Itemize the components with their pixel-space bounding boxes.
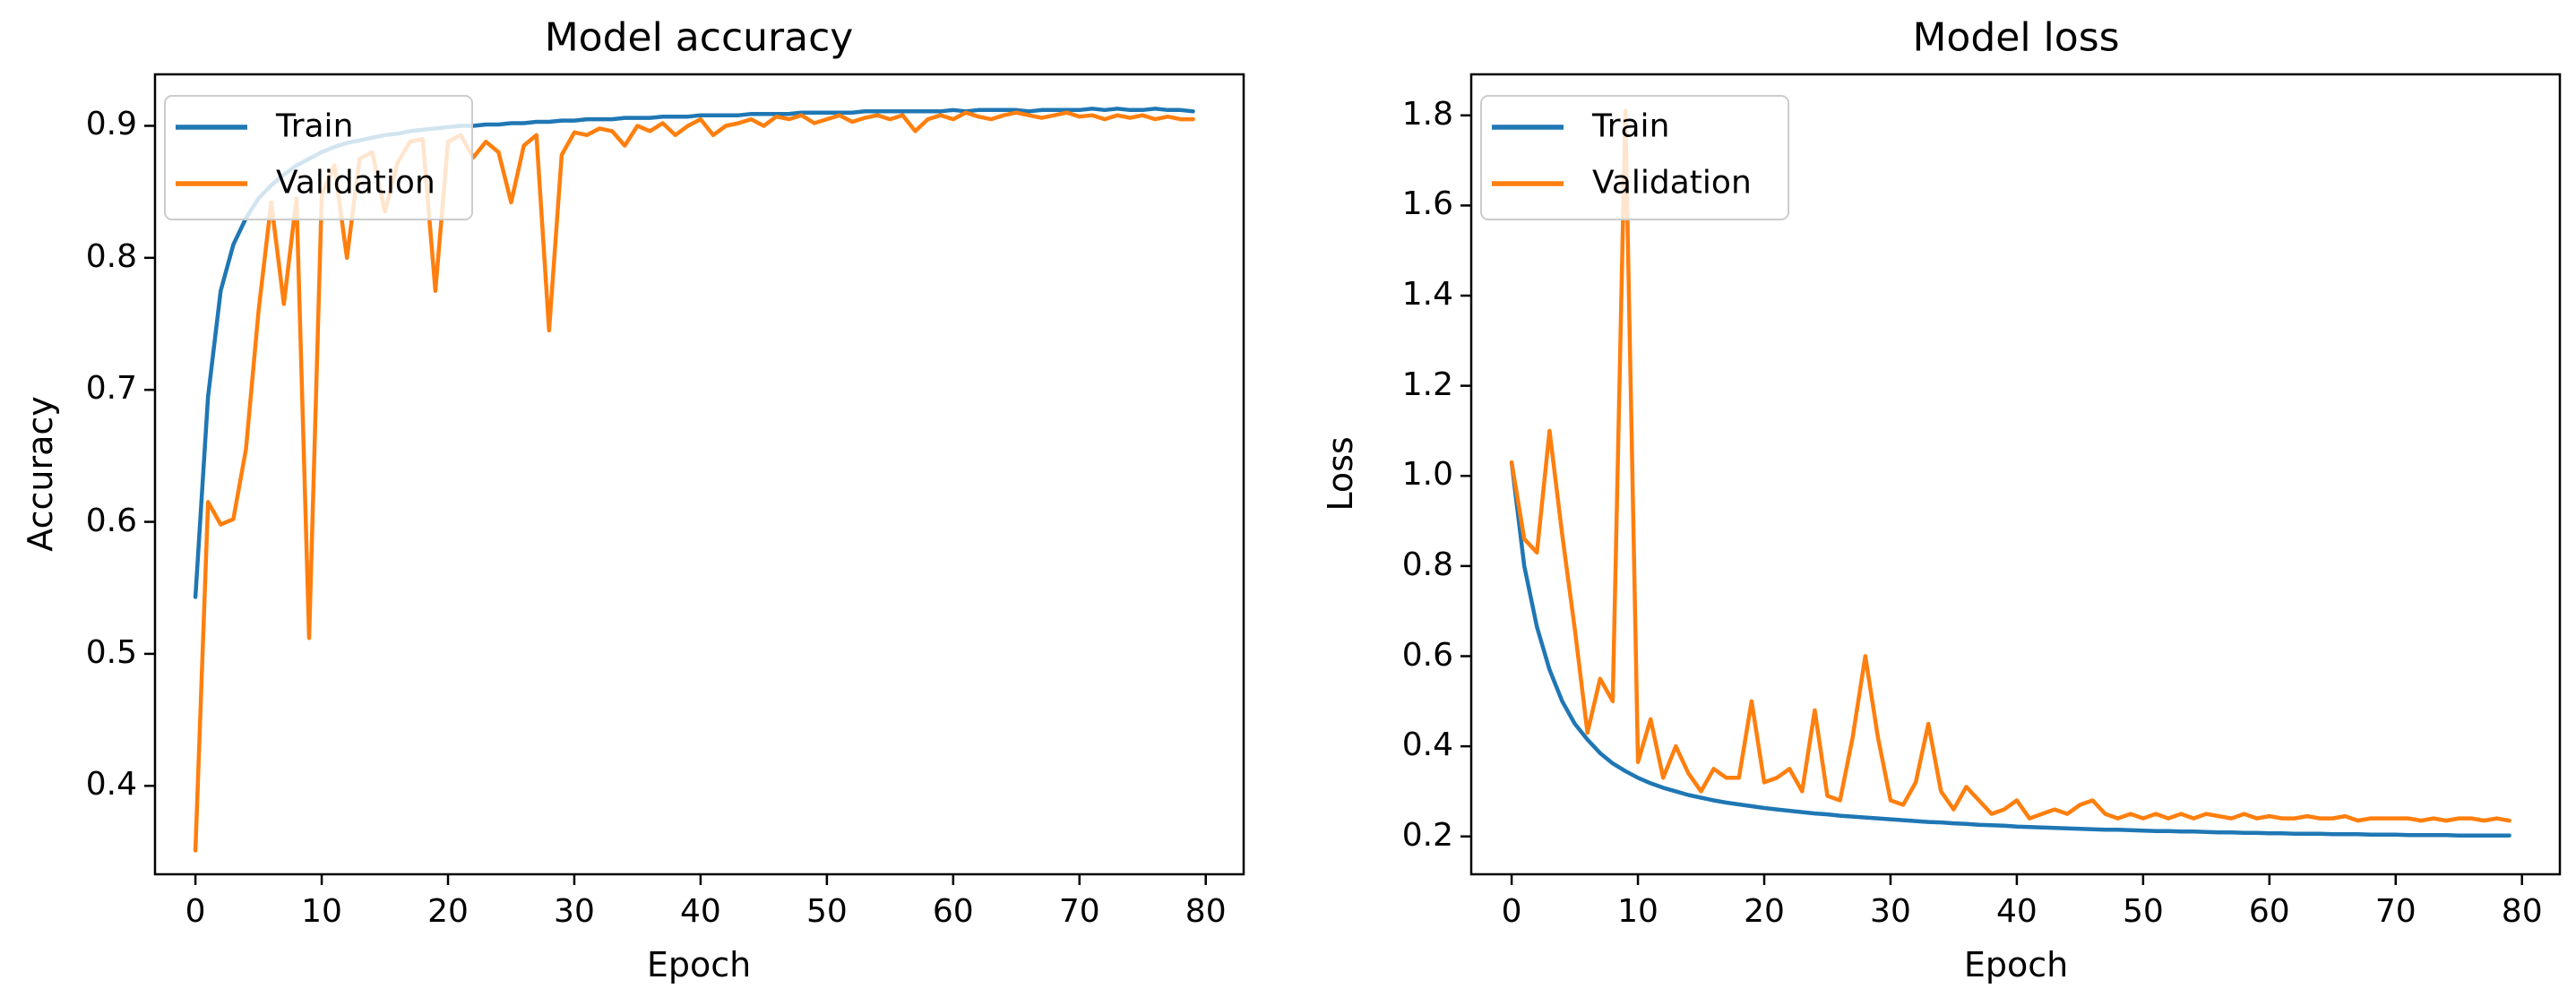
y-tick-label: 1.0	[1401, 456, 1453, 494]
x-tick-label: 20	[1744, 893, 1785, 930]
y-tick-label: 1.6	[1401, 185, 1453, 223]
accuracy-legend-train-label: Train	[276, 107, 354, 145]
x-tick-label: 70	[2374, 893, 2417, 930]
x-tick-label: 30	[554, 893, 595, 930]
axes-spines	[153, 73, 1245, 876]
x-tick-label: 20	[427, 893, 469, 930]
loss-legend-train-label: Train	[1592, 107, 1670, 145]
y-tick-label: 0.4	[85, 766, 137, 804]
validation-line	[1509, 108, 2511, 823]
validation-line	[193, 110, 1195, 853]
x-tick-label: 10	[1617, 893, 1658, 930]
y-tick-label: 1.8	[1401, 95, 1453, 133]
x-tick-label: 50	[2122, 893, 2164, 930]
loss-yaxis-label: Loss	[1321, 436, 1360, 511]
x-tick-label: 80	[1185, 893, 1227, 930]
x-tick-label: 0	[1501, 893, 1522, 930]
loss-chart-title: Model loss	[1912, 14, 2120, 61]
x-tick-label: 40	[680, 893, 721, 930]
y-tick-label: 0.8	[1401, 546, 1453, 583]
y-tick-label: 0.6	[85, 502, 137, 539]
y-tick-label: 0.4	[1401, 726, 1453, 763]
accuracy-legend-validation-label: Validation	[276, 164, 435, 202]
y-tick-label: 0.9	[85, 106, 137, 143]
x-tick-label: 50	[806, 893, 848, 930]
x-tick-label: 60	[2248, 893, 2290, 930]
y-tick-label: 0.2	[1401, 816, 1453, 854]
x-tick-label: 0	[185, 893, 206, 930]
y-tick-label: 0.7	[85, 370, 137, 408]
accuracy-chart-title: Model accuracy	[544, 14, 854, 61]
loss-legend-validation-label: Validation	[1592, 164, 1752, 202]
x-tick-label: 60	[932, 893, 974, 930]
accuracy-xaxis-label: Epoch	[646, 945, 752, 984]
y-tick-label: 0.5	[85, 633, 137, 671]
x-tick-label: 30	[1870, 893, 1911, 930]
loss-xaxis-label: Epoch	[1963, 945, 2069, 984]
x-tick-label: 40	[1996, 893, 2038, 930]
train-line	[1509, 460, 2511, 838]
y-tick-label: 0.6	[1401, 636, 1453, 674]
y-tick-label: 1.4	[1401, 275, 1453, 313]
x-tick-label: 10	[301, 893, 342, 930]
accuracy-yaxis-label: Accuracy	[21, 396, 60, 552]
y-tick-label: 0.8	[85, 237, 137, 275]
y-tick-label: 1.2	[1401, 365, 1453, 403]
x-tick-label: 70	[1058, 893, 1100, 930]
x-tick-label: 80	[2501, 893, 2543, 930]
axes-spines	[1469, 73, 2562, 876]
